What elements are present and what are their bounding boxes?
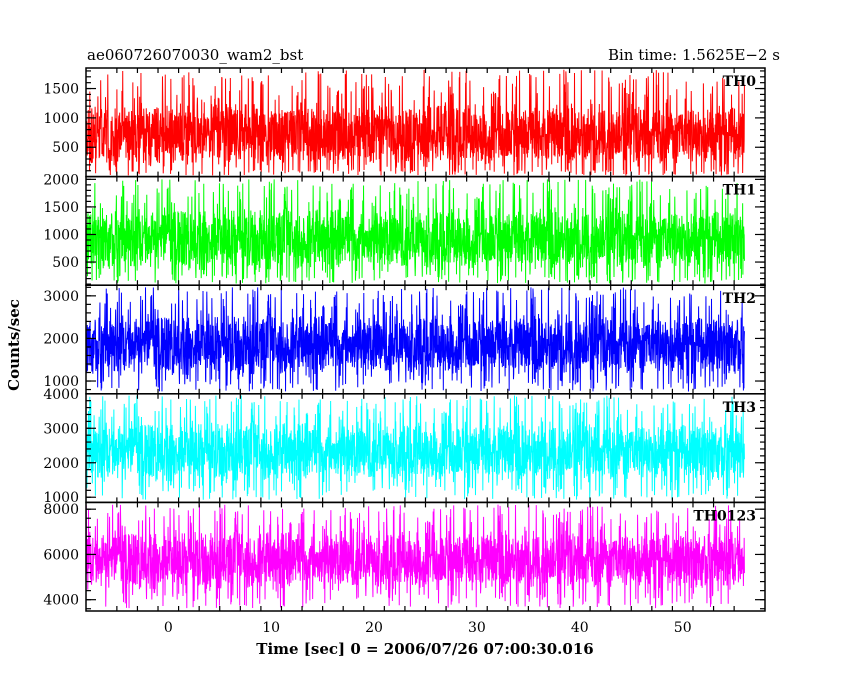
series-line-th3 [85, 395, 745, 500]
series-line-th0123 [85, 504, 745, 609]
panel-th0123: 4000 6000 8000 TH0123 [43, 501, 766, 612]
x-tick-label: 50 [674, 620, 692, 636]
y-tick-label: 1500 [43, 200, 79, 216]
y-tick-label: 4000 [43, 593, 79, 609]
chart-title-right: Bin time: 1.5625E−2 s [608, 46, 780, 64]
y-axis-label: Counts/sec [5, 299, 23, 391]
y-tick-label: 2000 [43, 456, 79, 472]
y-tick-label: 1000 [43, 111, 79, 127]
panel-th0: 500 1000 1500 TH0 [43, 67, 766, 178]
panel-label: TH2 [723, 291, 756, 307]
chart-title-left: ae060726070030_wam2_bst [87, 46, 303, 64]
x-tick-label: 30 [468, 620, 486, 636]
y-tick-label: 3000 [43, 421, 79, 437]
y-tick-label: 3000 [43, 289, 79, 305]
panel-label: TH1 [723, 183, 756, 199]
x-axis: 0 10 20 30 40 50 [164, 620, 692, 636]
y-tick-label: 1000 [43, 227, 79, 243]
series-line-th1 [85, 179, 745, 284]
y-tick-label: 500 [52, 140, 79, 156]
series-line-th2 [85, 287, 745, 392]
panel-label: TH0123 [693, 508, 756, 524]
x-tick-label: 40 [571, 620, 589, 636]
y-tick-label: 2000 [43, 331, 79, 347]
x-tick-label: 0 [164, 620, 173, 636]
y-tick-label: 500 [52, 255, 79, 271]
y-tick-label: 8000 [43, 502, 79, 518]
panel-th2: 1000 2000 3000 TH2 [43, 284, 766, 395]
y-tick-label: 1000 [43, 490, 79, 506]
panel-label: TH3 [723, 400, 756, 416]
y-tick-label: 1000 [43, 374, 79, 390]
y-tick-label: 1500 [43, 82, 79, 98]
x-axis-label: Time [sec] 0 = 2006/07/26 07:00:30.016 [256, 640, 593, 658]
x-tick-label: 20 [365, 620, 383, 636]
y-tick-label: 4000 [43, 387, 79, 403]
panel-th1: 500 1000 1500 2000 TH1 [43, 172, 766, 286]
y-tick-label: 2000 [43, 172, 79, 188]
panels-group: 500 1000 1500 TH0 500 1000 1500 2000 TH1 1000 2000… [43, 67, 766, 612]
x-tick-label: 10 [262, 620, 280, 636]
series-line-th0 [85, 69, 745, 176]
y-tick-label: 6000 [43, 547, 79, 563]
panel-th3: 1000 2000 3000 4000 TH3 [43, 387, 766, 506]
panel-label: TH0 [723, 74, 757, 90]
